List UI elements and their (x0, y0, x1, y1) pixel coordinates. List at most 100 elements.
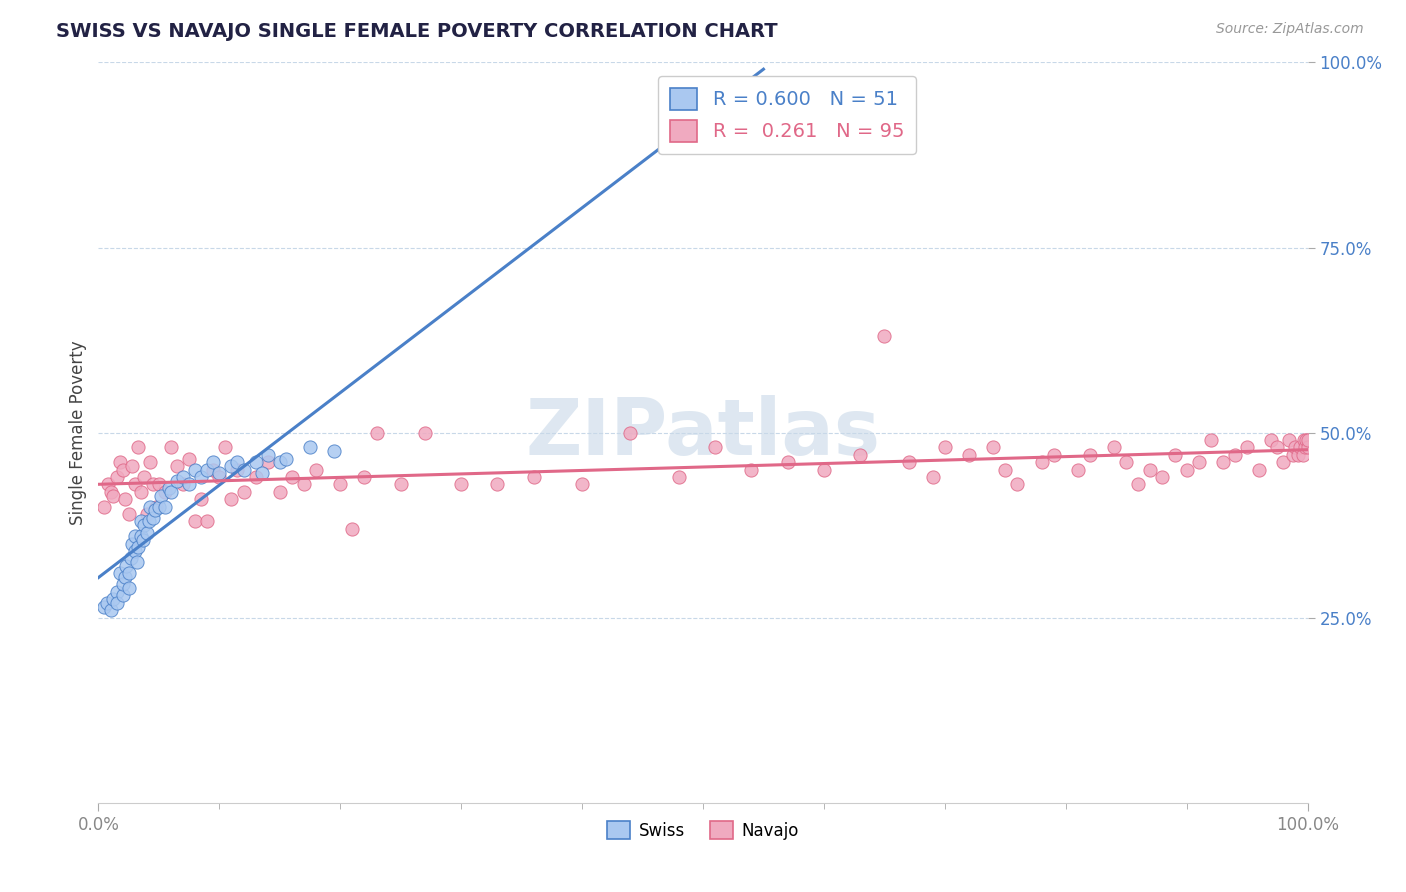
Point (1284, 441, 1306, 455)
Point (118, 507, 141, 521)
Point (108, 455, 131, 469)
Point (105, 596, 128, 610)
Point (184, 462, 207, 476)
Point (179, 477, 201, 491)
Point (208, 467, 231, 481)
Point (93, 599, 115, 614)
Point (292, 477, 315, 491)
Point (111, 577, 134, 591)
Point (150, 489, 173, 503)
Point (100, 484, 122, 499)
Point (1212, 455, 1234, 469)
Point (153, 484, 176, 499)
Point (1175, 462, 1198, 476)
Point (134, 470, 156, 484)
Point (1278, 433, 1301, 447)
Point (184, 515, 207, 529)
Point (1188, 455, 1211, 469)
Point (118, 566, 141, 581)
Point (873, 329, 896, 343)
Point (1199, 433, 1222, 447)
Point (93, 500, 115, 514)
Point (450, 477, 472, 491)
Point (1295, 433, 1317, 447)
Point (389, 477, 412, 491)
Point (153, 500, 176, 514)
Point (148, 477, 170, 491)
Point (245, 455, 267, 469)
Point (994, 462, 1017, 476)
Text: SWISS VS NAVAJO SINGLE FEMALE POVERTY CORRELATION CHART: SWISS VS NAVAJO SINGLE FEMALE POVERTY CO… (56, 22, 778, 41)
Point (111, 589, 134, 603)
Point (226, 462, 249, 476)
Point (1031, 455, 1053, 469)
Point (921, 470, 943, 484)
Point (166, 474, 188, 488)
Point (256, 455, 278, 469)
Point (101, 592, 124, 607)
Point (1296, 441, 1319, 455)
Point (120, 551, 142, 566)
Point (179, 451, 201, 466)
Point (101, 489, 124, 503)
Point (121, 458, 143, 473)
Point (1078, 448, 1101, 462)
Point (100, 603, 122, 617)
Point (256, 448, 278, 462)
Point (1139, 462, 1161, 476)
Point (145, 500, 167, 514)
Point (274, 451, 297, 466)
Point (195, 462, 218, 476)
Point (172, 470, 194, 484)
Point (195, 515, 218, 529)
Point (1292, 433, 1315, 447)
Point (1260, 433, 1282, 447)
Point (139, 500, 162, 514)
Point (226, 455, 249, 469)
Point (157, 481, 180, 495)
Point (934, 441, 956, 455)
Point (776, 455, 799, 469)
Point (740, 462, 762, 476)
Point (1007, 477, 1029, 491)
Point (135, 507, 157, 521)
Point (269, 455, 291, 469)
Point (124, 529, 146, 543)
Point (160, 441, 183, 455)
Point (1115, 455, 1137, 469)
Point (108, 566, 131, 581)
Point (813, 462, 835, 476)
Point (1067, 462, 1090, 476)
Point (668, 470, 690, 484)
Point (190, 470, 212, 484)
Point (366, 425, 388, 440)
Point (413, 425, 436, 440)
Point (1223, 448, 1246, 462)
Point (1272, 455, 1295, 469)
Point (221, 458, 243, 473)
Point (160, 484, 183, 499)
Point (121, 536, 143, 550)
Point (138, 515, 160, 529)
Point (523, 470, 546, 484)
Point (148, 500, 170, 514)
Point (1152, 470, 1174, 484)
Point (1249, 462, 1271, 476)
Point (1296, 433, 1319, 447)
Point (142, 510, 165, 524)
Point (166, 458, 188, 473)
Point (111, 462, 134, 476)
Point (97, 477, 120, 491)
Point (323, 444, 346, 458)
Point (1282, 448, 1305, 462)
Point (208, 470, 231, 484)
Point (114, 492, 136, 507)
Point (118, 581, 141, 595)
Point (486, 477, 509, 491)
Point (329, 477, 352, 491)
Point (115, 558, 138, 573)
Point (96, 596, 118, 610)
Legend: Swiss, Navajo: Swiss, Navajo (600, 814, 806, 847)
Point (143, 503, 166, 517)
Point (127, 541, 149, 555)
